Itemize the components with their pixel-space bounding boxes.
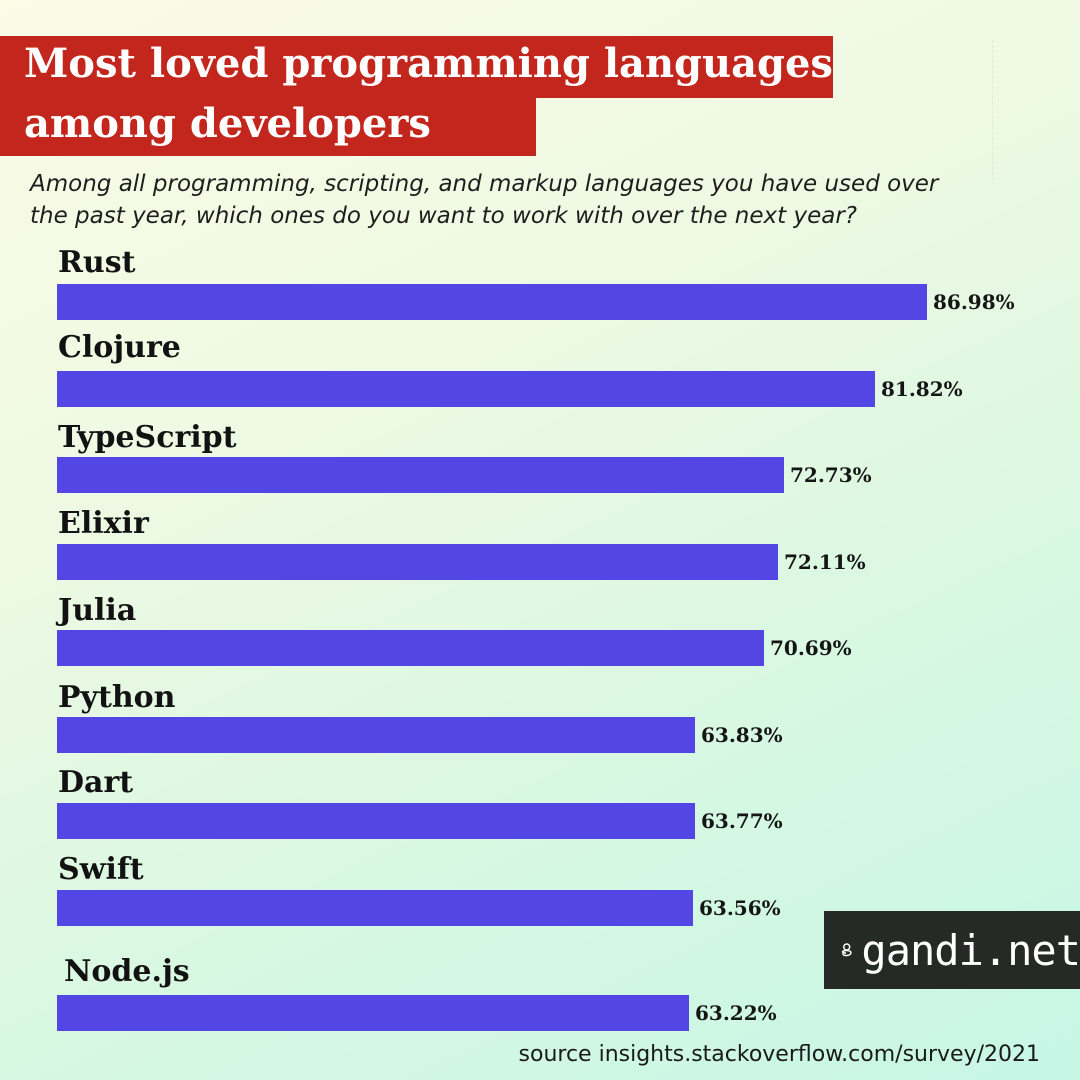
bar-node-js — [57, 995, 689, 1031]
decorative-dashed-line — [992, 40, 993, 180]
brand-badge: gandi.net — [824, 911, 1080, 989]
chart-title-line-1: Most loved programming languages — [0, 36, 833, 98]
category-label-clojure: Clojure — [58, 330, 181, 365]
category-label-typescript: TypeScript — [58, 420, 237, 455]
gandi-logo-icon — [841, 943, 852, 957]
source-credit: source insights.stackoverflow.com/survey… — [518, 1042, 1040, 1067]
category-label-node-js: Node.js — [64, 954, 190, 989]
category-label-rust: Rust — [58, 245, 136, 280]
value-label-rust: 86.98% — [933, 290, 1015, 314]
chart-subtitle: Among all programming, scripting, and ma… — [30, 168, 1040, 232]
category-label-dart: Dart — [58, 765, 134, 800]
brand-name: gandi.net — [861, 925, 1080, 975]
value-label-elixir: 72.11% — [784, 550, 866, 574]
value-label-dart: 63.77% — [701, 809, 783, 833]
value-label-typescript: 72.73% — [790, 463, 872, 487]
bar-typescript — [57, 457, 784, 493]
chart-subtitle-line-2: the past year, which ones do you want to… — [30, 203, 857, 229]
bar-julia — [57, 630, 764, 666]
bar-rust — [57, 284, 927, 320]
category-label-elixir: Elixir — [58, 506, 149, 541]
bar-clojure — [57, 371, 875, 407]
bar-elixir — [57, 544, 778, 580]
chart-title-line-2: among developers — [0, 96, 536, 156]
chart-subtitle-line-1: Among all programming, scripting, and ma… — [30, 171, 939, 197]
bar-python — [57, 717, 695, 753]
bar-dart — [57, 803, 695, 839]
value-label-clojure: 81.82% — [881, 377, 963, 401]
category-label-swift: Swift — [58, 852, 144, 887]
value-label-swift: 63.56% — [699, 896, 781, 920]
category-label-julia: Julia — [58, 593, 137, 628]
value-label-julia: 70.69% — [770, 636, 852, 660]
category-label-python: Python — [58, 680, 176, 715]
value-label-node-js: 63.22% — [695, 1001, 777, 1025]
value-label-python: 63.83% — [701, 723, 783, 747]
bar-swift — [57, 890, 693, 926]
